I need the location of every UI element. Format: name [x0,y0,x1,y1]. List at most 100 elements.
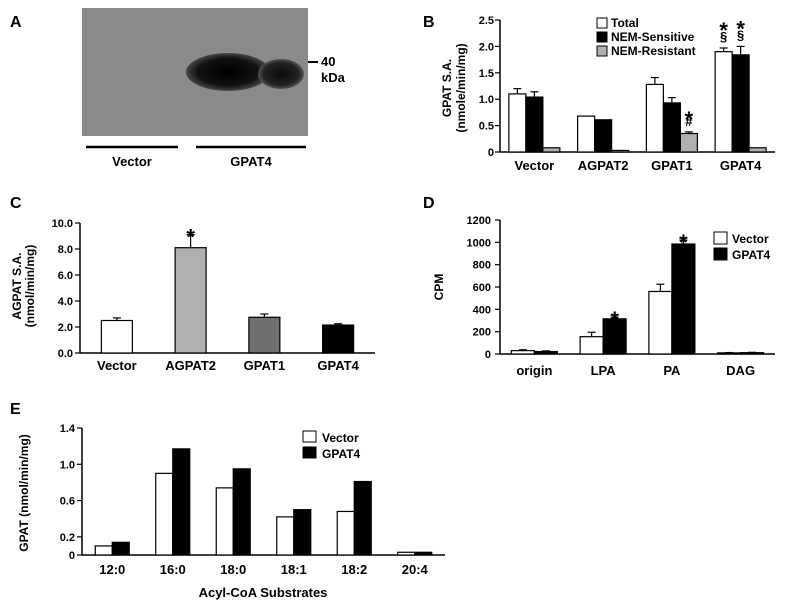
x-tick-label-d: PA [663,363,681,378]
bar-e [276,516,295,556]
x-tick-label-c: GPAT4 [317,358,359,373]
x-tick-label-d: origin [516,363,552,378]
bar-e [94,545,113,556]
x-tick-label-e: 12:0 [99,562,125,577]
lane-label-vector: Vector [112,154,152,169]
significance-asterisk: * [685,107,694,132]
y-tick-label-d: 1200 [467,215,491,227]
y-axis-title-c: AGPAT S.A. [10,253,24,320]
bar-b [645,83,664,153]
bar-e [397,551,416,556]
significance-asterisk: * [679,230,688,255]
protein-band-1 [186,53,270,91]
y-tick-label-b: 0.5 [479,121,494,133]
chart-c: C AGPAT S.A. (nmol/min/mg) 0.0 2.0 4.0 6.0 8… [10,195,375,373]
bar-b [662,102,681,153]
y-tick-label-c: 8.0 [58,244,73,256]
bar-c [248,316,281,354]
legend-swatch-vector-d [713,231,728,245]
legend-swatch-nem-sensitive [596,31,608,43]
legend-swatch-total [596,17,608,29]
legend-label-gpat4-e: GPAT4 [322,447,361,461]
panel-letter-b: B [423,14,435,31]
x-tick-label-d: DAG [726,363,755,378]
bar-c [174,247,207,354]
y-tick-label-e: 1.4 [60,423,76,435]
x-tick-label-b: AGPAT2 [578,158,629,173]
legend-label-nem-sensitive: NEM-Sensitive [611,30,695,44]
significance-section: § [737,27,744,42]
y-tick-label-e: 0 [69,550,75,562]
bar-b [594,119,613,153]
y-tick-label-b: 1.5 [479,68,494,80]
significance-asterisk: * [186,225,195,250]
legend-label-nem-resistant: NEM-Resistant [611,44,696,58]
x-tick-label-b: GPAT1 [651,158,692,173]
bar-e [232,468,251,556]
panel-letter-e: E [10,401,21,418]
chart-e: E GPAT (nmol/min/mg) 0 0.2 0.6 1.0 1.4 12:0 16… [10,401,445,600]
blot-panel: A 40 kDa Vector GPAT4 [10,8,346,169]
y-tick-label-e: 0.6 [60,496,75,508]
bar-c [100,319,133,354]
legend-label-gpat4-d: GPAT4 [732,248,771,262]
x-axis-title-e: Acyl-CoA Substrates [199,585,328,600]
bar-d [648,290,673,355]
bar-e [336,510,355,556]
legend-swatch-vector-e [302,430,317,443]
bar-e [111,541,130,556]
x-tick-label-c: GPAT1 [244,358,285,373]
legend-swatch-gpat4-d [713,247,728,261]
y-axis-title-d: CPM [432,274,446,301]
bar-b [525,96,544,153]
bar-b [731,54,750,153]
y-tick-label-e: 1.0 [60,459,75,471]
significance-asterisk: * [736,16,745,41]
bar-b [748,147,767,153]
bar-b [714,51,733,153]
significance-hash: # [685,114,693,129]
protein-band-2 [258,59,304,89]
chart-d: D CPM 0 200 400 600 800 1000 1200 origin LPA PA DA… [423,195,775,378]
y-tick-label-d: 200 [473,327,491,339]
lane-label-gpat4: GPAT4 [230,154,272,169]
y-tick-label-c: 6.0 [58,270,73,282]
bar-c [322,324,355,354]
y-tick-label-c: 4.0 [58,296,73,308]
x-tick-label-b: GPAT4 [720,158,762,173]
y-tick-label-c: 2.0 [58,322,73,334]
bar-d [671,243,696,355]
x-tick-label-e: 18:2 [341,562,367,577]
bar-b [679,132,698,153]
legend-label-vector-e: Vector [322,431,359,445]
significance-asterisk: * [610,307,619,332]
legend-label-total: Total [611,16,639,30]
x-tick-label-c: AGPAT2 [165,358,216,373]
y-tick-label-b: 2.5 [479,15,494,27]
x-tick-label-c: Vector [97,358,137,373]
y-tick-label-e: 0.2 [60,532,75,544]
panel-letter-a: A [10,14,22,31]
bar-b [611,149,630,153]
chart-b: B GPAT S.A. (nmole/min/mg) 0 0.5 1.0 1.5 2.0… [423,14,775,173]
panel-letter-c: C [10,195,22,212]
bar-b [542,147,561,153]
legend-d: Vector GPAT4 [713,231,771,262]
x-tick-label-e: 18:0 [220,562,246,577]
bar-e [293,509,312,556]
bar-b [577,115,596,153]
legend-label-vector-d: Vector [732,232,769,246]
significance-section: § [720,29,727,44]
legend-swatch-gpat4-e [302,446,317,459]
bar-e [353,480,372,556]
bar-d [510,350,535,355]
x-tick-label-b: Vector [515,158,555,173]
panel-letter-d: D [423,195,435,212]
bar-e [414,551,433,556]
legend-b: Total NEM-Sensitive NEM-Resistant [596,16,696,58]
legend-swatch-nem-resistant [596,45,608,57]
significance-asterisk: * [719,18,728,43]
y-tick-label-b: 1.0 [479,94,494,106]
y-tick-label-d: 800 [473,260,491,272]
